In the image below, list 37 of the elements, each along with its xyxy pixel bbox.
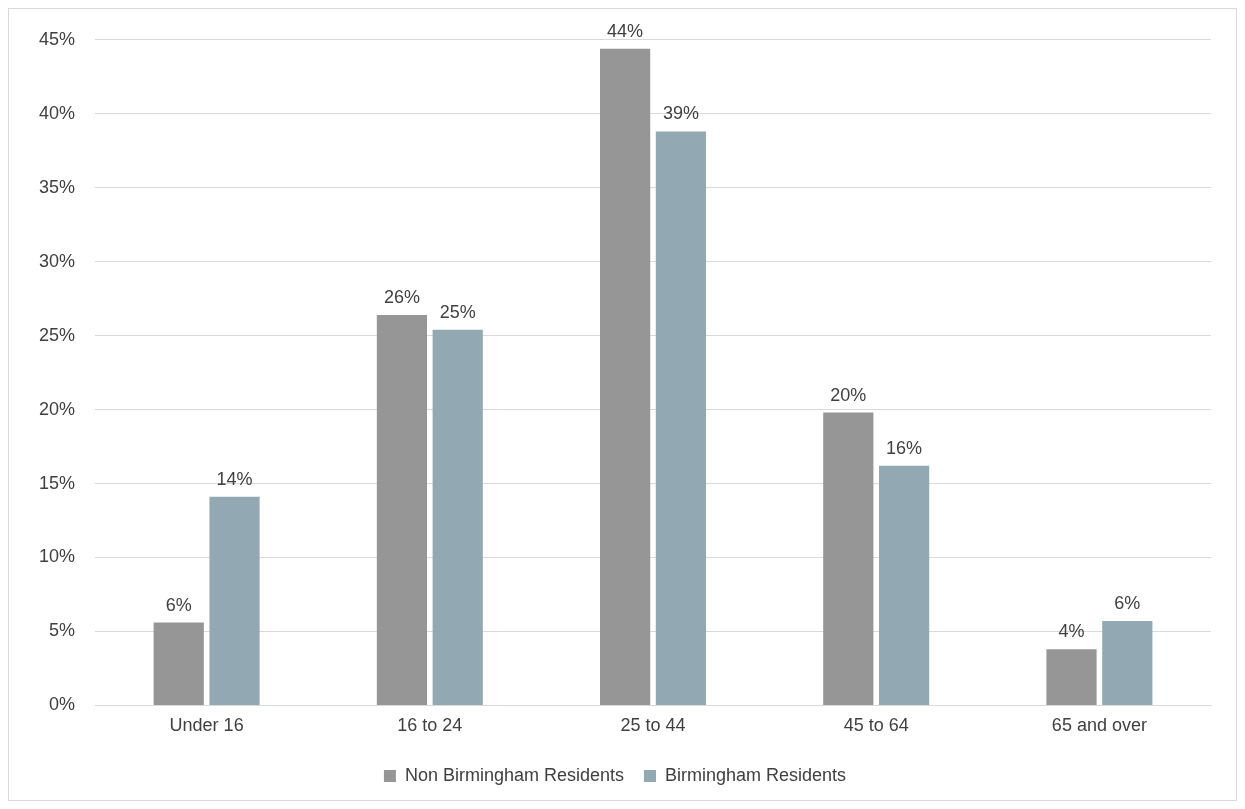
data-label: 4%	[1058, 621, 1085, 642]
y-tick-label: 45%	[39, 28, 76, 49]
bar	[432, 329, 483, 705]
y-tick-label: 5%	[49, 620, 76, 641]
data-label: 16%	[886, 437, 923, 458]
data-label: 6%	[165, 594, 192, 615]
y-tick-label: 30%	[39, 250, 76, 271]
x-tick-label: 16 to 24	[397, 715, 463, 736]
legend-label: Non Birmingham Residents	[404, 764, 625, 785]
bar	[376, 314, 428, 705]
bar	[209, 496, 260, 705]
x-tick-label: Under 16	[169, 715, 244, 736]
data-label: 20%	[830, 384, 867, 405]
y-tick-label: 35%	[39, 176, 76, 197]
bar	[655, 131, 707, 705]
data-label: 26%	[383, 286, 420, 307]
x-tick-label: 25 to 44	[620, 715, 686, 736]
y-tick-label: 10%	[39, 546, 76, 567]
x-tick-label: 45 to 64	[843, 715, 909, 736]
bar	[1046, 649, 1097, 705]
bar	[600, 48, 651, 705]
bar	[823, 412, 874, 705]
x-tick-label: 65 and over	[1051, 715, 1147, 736]
y-tick-label: 40%	[39, 102, 76, 123]
bar	[1102, 621, 1153, 705]
data-label: 6%	[1114, 593, 1141, 614]
data-label: 39%	[662, 103, 699, 124]
data-label: 25%	[439, 301, 476, 322]
y-tick-label: 15%	[39, 472, 76, 493]
bar	[153, 622, 204, 705]
bar	[879, 465, 930, 705]
data-label: 14%	[216, 468, 253, 489]
legend-label: Birmingham Residents	[665, 764, 847, 785]
y-tick-label: 0%	[49, 694, 76, 715]
y-tick-label: 20%	[39, 398, 76, 419]
y-tick-label: 25%	[39, 324, 76, 345]
data-label: 44%	[607, 20, 644, 41]
